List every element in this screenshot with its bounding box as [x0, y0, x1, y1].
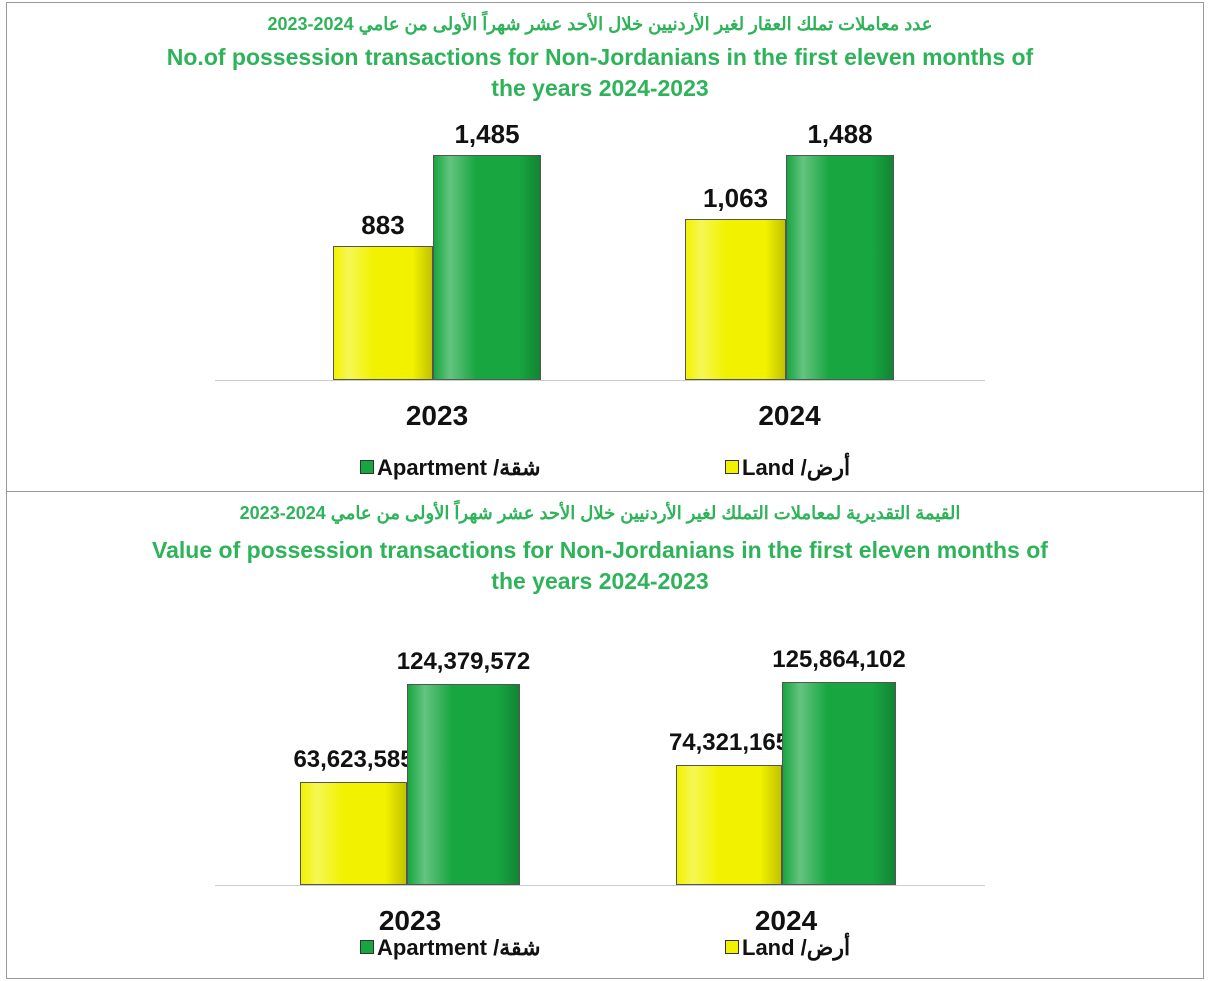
legend-label: Apartment /شقة	[377, 935, 541, 960]
data-label: 883	[361, 210, 405, 241]
legend-swatch	[360, 460, 374, 474]
data-label: 125,864,102	[772, 646, 906, 673]
bar	[786, 155, 894, 380]
x-tick-label: 2024	[754, 905, 818, 936]
legend-entry: Land /أرض	[725, 455, 850, 481]
legend-entry: Apartment /شقة	[360, 455, 541, 481]
bar	[685, 219, 786, 380]
legend-swatch	[725, 460, 739, 474]
legend-swatch	[725, 940, 739, 954]
data-label: 1,488	[807, 119, 873, 149]
data-label: 1,485	[454, 119, 520, 150]
chart-title-ar: القيمة التقديرية لمعاملات التملك لغير ال…	[239, 503, 961, 523]
bar	[782, 682, 896, 885]
x-tick-label: 2023	[405, 400, 469, 431]
data-label: 63,623,585	[293, 746, 414, 774]
data-label: 124,379,572	[396, 648, 531, 676]
chart-title-ar: عدد معاملات تملك العقار لغير الأردنيين خ…	[267, 14, 933, 34]
legend-entry: Apartment /شقة	[360, 935, 541, 961]
baseline	[215, 380, 985, 381]
chart-title: Value of possession transactions for Non…	[152, 537, 1048, 594]
data-label: 74,321,165	[668, 729, 790, 757]
data-label: 1,063	[702, 183, 769, 214]
baseline	[215, 885, 985, 886]
x-tick-label: 2024	[758, 400, 821, 431]
x-tick-label: 2023	[378, 905, 442, 936]
legend-label: Land /أرض	[742, 455, 851, 480]
legend-label: Land /أرض	[742, 935, 851, 960]
bar	[300, 782, 407, 885]
legend-swatch	[360, 940, 374, 954]
chart-title: No.of possession transactions for Non-Jo…	[166, 44, 1034, 101]
bar	[407, 684, 520, 885]
bar	[676, 765, 782, 885]
bar	[433, 155, 541, 380]
legend-entry: Land /أرض	[725, 935, 850, 961]
bar	[333, 246, 433, 380]
legend-label: Apartment /شقة	[377, 455, 541, 480]
panel	[6, 491, 1204, 979]
